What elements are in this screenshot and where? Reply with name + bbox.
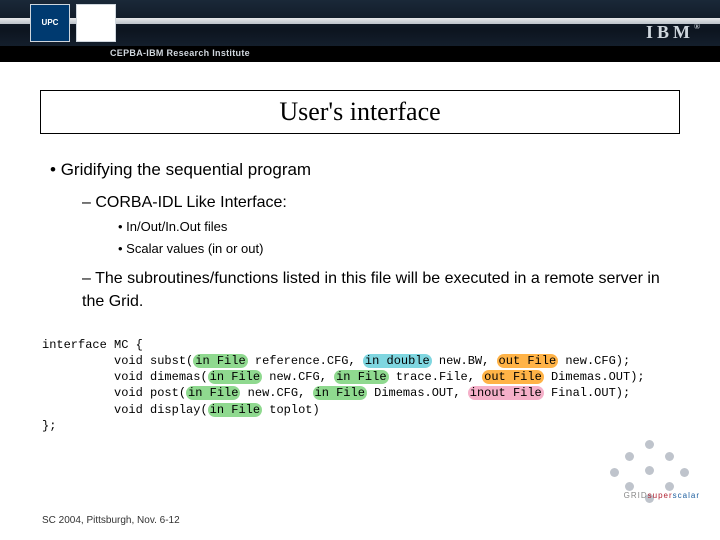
- fn-display: display: [150, 403, 200, 417]
- arg-refcfg: reference.CFG: [255, 354, 349, 368]
- hl-in-file-1: in File: [193, 354, 247, 368]
- arg-finalout: Final.OUT: [551, 386, 616, 400]
- bullet-l3a: In/Out/In.Out files: [118, 218, 670, 237]
- bullet-l2b: The subroutines/functions listed in this…: [82, 267, 670, 313]
- banner-lower: CEPBA-IBM Research Institute: [0, 46, 720, 62]
- logo-group: UPC: [0, 4, 116, 42]
- hl-out-file-1: out File: [497, 354, 559, 368]
- ibm-text: IBM: [646, 22, 694, 42]
- code-block: interface MC { void subst(in File refere…: [0, 323, 720, 434]
- title-box: User's interface: [40, 90, 680, 134]
- kw-void-3: void: [114, 386, 143, 400]
- kw-interface: interface: [42, 338, 107, 352]
- code-lbrace: {: [136, 338, 143, 352]
- hl-inout-file: inout File: [468, 386, 544, 400]
- content: Gridifying the sequential program CORBA-…: [0, 134, 720, 313]
- arg-newcfg-1: new.CFG: [565, 354, 615, 368]
- code-mc: MC: [114, 338, 128, 352]
- grid-label-b: super: [648, 491, 673, 500]
- banner: UPC IBM® CEPBA-IBM Research Institute: [0, 0, 720, 62]
- fn-subst: subst: [150, 354, 186, 368]
- arg-newcfg-2: new.CFG: [269, 370, 319, 384]
- ibm-logo: IBM®: [646, 22, 704, 43]
- bullet-l1: Gridifying the sequential program CORBA-…: [50, 158, 670, 313]
- kw-void-4: void: [114, 403, 143, 417]
- arg-newcfg-3: new.CFG: [248, 386, 298, 400]
- second-logo: [76, 4, 116, 42]
- institute-text: CEPBA-IBM Research Institute: [0, 46, 720, 58]
- hl-in-file-2: in File: [208, 370, 262, 384]
- grid-label-c: scalar: [673, 491, 700, 500]
- kw-void-1: void: [114, 354, 143, 368]
- kw-void-2: void: [114, 370, 143, 384]
- hl-in-file-3: in File: [334, 370, 388, 384]
- hl-in-file-5: in File: [313, 386, 367, 400]
- grid-label: GRIDsuperscalar: [624, 491, 700, 500]
- fn-dimemas: dimemas: [150, 370, 200, 384]
- arg-newbw: new.BW: [439, 354, 482, 368]
- bullet-l2a-text: CORBA-IDL Like Interface:: [95, 194, 286, 211]
- bullet-l2a: CORBA-IDL Like Interface: In/Out/In.Out …: [82, 191, 670, 259]
- fn-post: post: [150, 386, 179, 400]
- arg-dimemasout-2: Dimemas.OUT: [374, 386, 453, 400]
- bullet-l3b: Scalar values (in or out): [118, 240, 670, 259]
- grid-label-a: GRID: [624, 491, 648, 500]
- hl-in-file-4: in File: [186, 386, 240, 400]
- upc-logo: UPC: [30, 4, 70, 42]
- page-title: User's interface: [41, 97, 679, 127]
- code-rbrace: };: [42, 419, 56, 433]
- hl-in-file-6: in File: [208, 403, 262, 417]
- footer: SC 2004, Pittsburgh, Nov. 6-12: [42, 515, 180, 526]
- hl-out-file-2: out File: [482, 370, 544, 384]
- arg-dimemasout-1: Dimemas.OUT: [551, 370, 630, 384]
- hl-in-double: in double: [363, 354, 432, 368]
- arg-toplot: toplot: [269, 403, 312, 417]
- bullet-l1-text: Gridifying the sequential program: [61, 160, 311, 179]
- reg-mark: ®: [694, 22, 704, 31]
- arg-tracefile: trace.File: [396, 370, 468, 384]
